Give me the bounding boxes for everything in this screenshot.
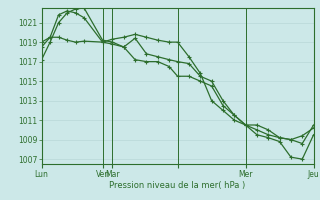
X-axis label: Pression niveau de la mer( hPa ): Pression niveau de la mer( hPa ) xyxy=(109,181,246,190)
